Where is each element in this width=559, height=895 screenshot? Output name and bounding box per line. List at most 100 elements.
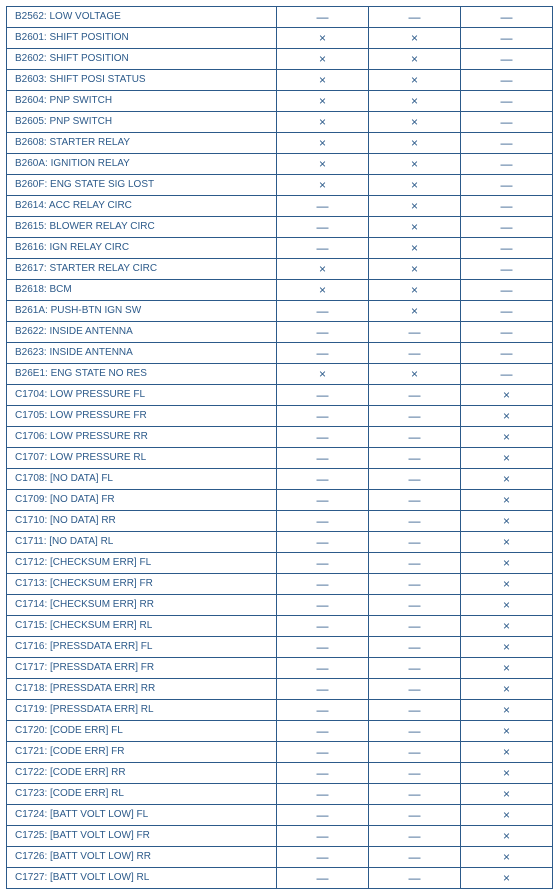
dtc-cell-c3: — bbox=[461, 175, 553, 196]
dtc-cell-c3: × bbox=[461, 574, 553, 595]
dtc-cell-c1: × bbox=[277, 28, 369, 49]
dtc-cell-c1: — bbox=[277, 721, 369, 742]
dtc-cell-c2: — bbox=[369, 553, 461, 574]
dtc-cell-c3: — bbox=[461, 7, 553, 28]
dtc-label: C1722: [CODE ERR] RR bbox=[7, 763, 277, 784]
dtc-label: C1715: [CHECKSUM ERR] RL bbox=[7, 616, 277, 637]
dtc-cell-c3: × bbox=[461, 826, 553, 847]
table-row: C1727: [BATT VOLT LOW] RL——× bbox=[7, 868, 553, 889]
dtc-cell-c3: — bbox=[461, 133, 553, 154]
dtc-cell-c3: × bbox=[461, 868, 553, 889]
dtc-cell-c1: — bbox=[277, 217, 369, 238]
dtc-label: B26E1: ENG STATE NO RES bbox=[7, 364, 277, 385]
dtc-cell-c3: — bbox=[461, 322, 553, 343]
dtc-cell-c2: — bbox=[369, 595, 461, 616]
dtc-cell-c1: — bbox=[277, 238, 369, 259]
dtc-label: B2617: STARTER RELAY CIRC bbox=[7, 259, 277, 280]
dtc-cell-c2: × bbox=[369, 28, 461, 49]
table-row: C1721: [CODE ERR] FR——× bbox=[7, 742, 553, 763]
table-row: C1707: LOW PRESSURE RL——× bbox=[7, 448, 553, 469]
dtc-cell-c1: — bbox=[277, 196, 369, 217]
table-row: C1716: [PRESSDATA ERR] FL——× bbox=[7, 637, 553, 658]
dtc-cell-c1: — bbox=[277, 532, 369, 553]
dtc-label: B2604: PNP SWITCH bbox=[7, 91, 277, 112]
dtc-label: C1723: [CODE ERR] RL bbox=[7, 784, 277, 805]
dtc-cell-c3: × bbox=[461, 658, 553, 679]
dtc-cell-c3: — bbox=[461, 301, 553, 322]
table-row: C1711: [NO DATA] RL——× bbox=[7, 532, 553, 553]
dtc-cell-c2: × bbox=[369, 196, 461, 217]
table-row: C1714: [CHECKSUM ERR] RR——× bbox=[7, 595, 553, 616]
dtc-cell-c2: × bbox=[369, 175, 461, 196]
dtc-cell-c2: × bbox=[369, 91, 461, 112]
dtc-cell-c3: × bbox=[461, 490, 553, 511]
dtc-label: C1711: [NO DATA] RL bbox=[7, 532, 277, 553]
dtc-cell-c1: — bbox=[277, 574, 369, 595]
dtc-cell-c3: — bbox=[461, 238, 553, 259]
dtc-cell-c1: — bbox=[277, 427, 369, 448]
dtc-cell-c1: — bbox=[277, 784, 369, 805]
table-row: C1724: [BATT VOLT LOW] FL——× bbox=[7, 805, 553, 826]
dtc-label: C1704: LOW PRESSURE FL bbox=[7, 385, 277, 406]
dtc-cell-c3: × bbox=[461, 616, 553, 637]
dtc-label: C1712: [CHECKSUM ERR] FL bbox=[7, 553, 277, 574]
dtc-label: B2602: SHIFT POSITION bbox=[7, 49, 277, 70]
dtc-cell-c1: — bbox=[277, 658, 369, 679]
dtc-cell-c1: — bbox=[277, 448, 369, 469]
dtc-cell-c3: — bbox=[461, 49, 553, 70]
dtc-cell-c1: — bbox=[277, 469, 369, 490]
dtc-label: B2562: LOW VOLTAGE bbox=[7, 7, 277, 28]
dtc-cell-c1: — bbox=[277, 385, 369, 406]
dtc-cell-c3: × bbox=[461, 385, 553, 406]
dtc-label: C1720: [CODE ERR] FL bbox=[7, 721, 277, 742]
dtc-label: C1710: [NO DATA] RR bbox=[7, 511, 277, 532]
dtc-cell-c2: — bbox=[369, 511, 461, 532]
dtc-cell-c2: — bbox=[369, 406, 461, 427]
dtc-cell-c2: × bbox=[369, 280, 461, 301]
table-row: C1723: [CODE ERR] RL——× bbox=[7, 784, 553, 805]
dtc-cell-c3: — bbox=[461, 343, 553, 364]
dtc-label: B2614: ACC RELAY CIRC bbox=[7, 196, 277, 217]
dtc-cell-c2: × bbox=[369, 112, 461, 133]
dtc-cell-c1: — bbox=[277, 511, 369, 532]
table-row: B2603: SHIFT POSI STATUS××— bbox=[7, 70, 553, 91]
dtc-label: C1719: [PRESSDATA ERR] RL bbox=[7, 700, 277, 721]
dtc-cell-c1: — bbox=[277, 826, 369, 847]
dtc-cell-c1: × bbox=[277, 70, 369, 91]
table-row: B2618: BCM××— bbox=[7, 280, 553, 301]
dtc-cell-c2: — bbox=[369, 469, 461, 490]
dtc-cell-c3: × bbox=[461, 742, 553, 763]
dtc-cell-c3: — bbox=[461, 196, 553, 217]
table-row: B2622: INSIDE ANTENNA——— bbox=[7, 322, 553, 343]
dtc-cell-c3: — bbox=[461, 217, 553, 238]
dtc-cell-c3: × bbox=[461, 763, 553, 784]
dtc-cell-c2: — bbox=[369, 763, 461, 784]
table-row: B26E1: ENG STATE NO RES××— bbox=[7, 364, 553, 385]
table-row: C1725: [BATT VOLT LOW] FR——× bbox=[7, 826, 553, 847]
dtc-cell-c3: — bbox=[461, 28, 553, 49]
table-row: B2562: LOW VOLTAGE——— bbox=[7, 7, 553, 28]
dtc-cell-c1: — bbox=[277, 679, 369, 700]
dtc-cell-c1: — bbox=[277, 595, 369, 616]
table-row: C1713: [CHECKSUM ERR] FR——× bbox=[7, 574, 553, 595]
dtc-label: B2605: PNP SWITCH bbox=[7, 112, 277, 133]
dtc-cell-c1: — bbox=[277, 805, 369, 826]
dtc-cell-c1: — bbox=[277, 637, 369, 658]
dtc-cell-c3: — bbox=[461, 364, 553, 385]
table-row: B2604: PNP SWITCH××— bbox=[7, 91, 553, 112]
dtc-cell-c3: × bbox=[461, 595, 553, 616]
dtc-cell-c1: — bbox=[277, 7, 369, 28]
dtc-label: B2623: INSIDE ANTENNA bbox=[7, 343, 277, 364]
dtc-label: C1706: LOW PRESSURE RR bbox=[7, 427, 277, 448]
dtc-cell-c1: — bbox=[277, 301, 369, 322]
table-row: B2602: SHIFT POSITION××— bbox=[7, 49, 553, 70]
dtc-cell-c1: × bbox=[277, 112, 369, 133]
table-row: C1722: [CODE ERR] RR——× bbox=[7, 763, 553, 784]
table-row: B2615: BLOWER RELAY CIRC—×— bbox=[7, 217, 553, 238]
dtc-cell-c3: × bbox=[461, 805, 553, 826]
dtc-cell-c3: — bbox=[461, 112, 553, 133]
table-row: B2608: STARTER RELAY××— bbox=[7, 133, 553, 154]
dtc-cell-c2: — bbox=[369, 868, 461, 889]
dtc-cell-c2: — bbox=[369, 322, 461, 343]
table-row: B2616: IGN RELAY CIRC—×— bbox=[7, 238, 553, 259]
